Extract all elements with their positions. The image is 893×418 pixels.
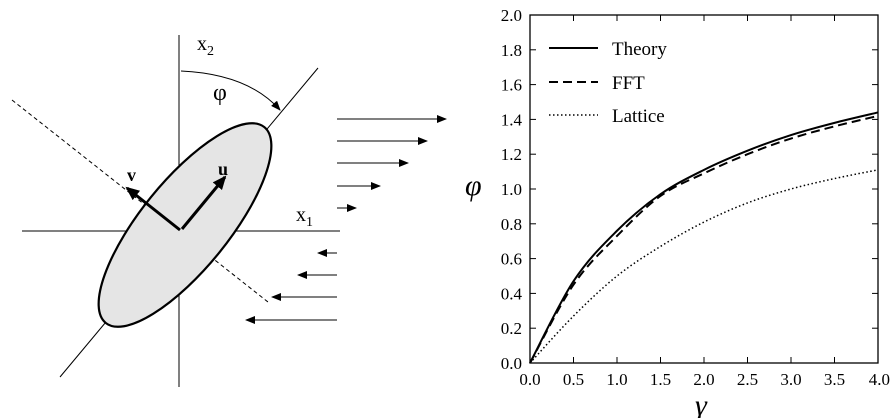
legend-label-lattice: Lattice	[612, 106, 665, 127]
v-label: v	[127, 165, 136, 185]
y-tick-label: 1.4	[501, 110, 523, 129]
shear-flow-arrows	[245, 115, 447, 324]
deformation-diagram: x2 x1 φ u v	[11, 33, 447, 387]
y-tick-label: 1.6	[501, 76, 522, 95]
phi-angle-arc	[180, 70, 281, 111]
series-line-theory	[529, 111, 879, 364]
chart-series	[529, 111, 879, 364]
phi-label: φ	[213, 80, 227, 106]
y-tick-label: 0.6	[501, 250, 522, 269]
x-tick-label: 0.5	[563, 370, 584, 389]
legend-label-fft: FFT	[612, 73, 645, 94]
legend-label-theory: Theory	[612, 39, 667, 60]
x-tick-label: 0.0	[519, 370, 540, 389]
x1-label: x1	[296, 204, 313, 230]
y-tick-label: 0.4	[501, 284, 523, 303]
y-tick-label: 1.2	[501, 145, 522, 164]
y-tick-label: 2.0	[501, 6, 522, 25]
v-vector-arrow	[125, 186, 181, 232]
y-tick-label: 1.8	[501, 41, 522, 60]
plot-frame	[529, 14, 879, 364]
x-tick-label: 3.0	[780, 370, 801, 389]
u-vector-arrow	[180, 175, 227, 230]
x-axis-ticks: 0.0 0.5 1.0 1.5 2.0 2.5 3.0 3.5 4.0	[519, 15, 890, 389]
x-tick-label: 2.0	[693, 370, 714, 389]
x2-label: x2	[197, 33, 214, 59]
y-tick-label: 1.0	[501, 180, 522, 199]
x-tick-label: 1.5	[650, 370, 671, 389]
y-tick-label: 0.2	[501, 319, 522, 338]
x-axis-label: γ	[695, 389, 708, 418]
phi-vs-gamma-chart: 0.0 0.2 0.4 0.6 0.8 1.0 1.2 1.4 1.6 1.8 2.0 0.0 0.5…	[465, 6, 890, 418]
legend: Theory FFT Lattice	[549, 39, 667, 127]
x-tick-label: 4.0	[869, 370, 890, 389]
y-axis-ticks: 0.0 0.2 0.4 0.6 0.8 1.0 1.2 1.4 1.6 1.8 2.0	[501, 6, 878, 373]
x-tick-label: 3.5	[824, 370, 845, 389]
y-axis-label: φ	[465, 169, 482, 202]
minor-axis-dashed-line	[11, 99, 269, 303]
u-label: u	[218, 159, 228, 179]
y-tick-label: 0.8	[501, 215, 522, 234]
series-line-fft	[529, 114, 879, 364]
x-tick-label: 2.5	[737, 370, 758, 389]
x-tick-label: 1.0	[606, 370, 627, 389]
y-tick-label: 0.0	[501, 354, 522, 373]
series-line-lattice	[529, 169, 879, 364]
